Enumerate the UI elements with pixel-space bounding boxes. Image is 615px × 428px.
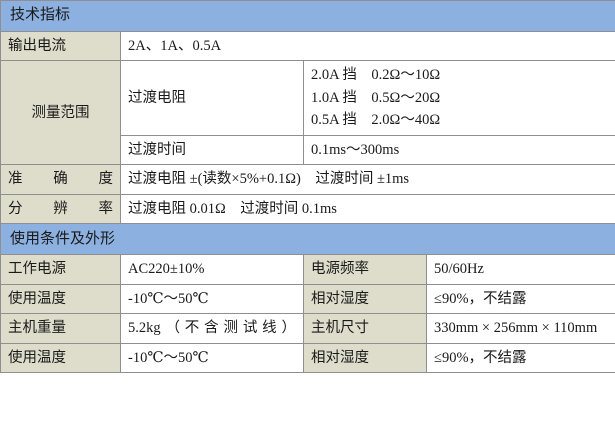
row-value-operating-temperature-2: -10℃～50℃ [120, 342, 304, 374]
row-label-relative-humidity-1: 相对湿度 [303, 283, 427, 315]
row-label-working-power: 工作电源 [0, 254, 121, 285]
table-row-output-current: 输出电流 2A、1A、0.5A [0, 30, 615, 62]
table-row-measure-range-time: 过渡时间 0.1ms～300ms [1, 134, 615, 166]
table-row-section-conditions-header: 使用条件及外形 [0, 223, 615, 256]
row-label-operating-temperature-1: 使用温度 [0, 283, 121, 315]
range-line-05a: 0.5A 挡 2.0Ω～40Ω [311, 112, 441, 129]
row-value-relative-humidity-2: ≤90%，不结露 [425, 342, 615, 374]
table-row-weight-size: 主机重量 5.2kg（不含测试线） 主机尺寸 330mm × 256mm × 1… [0, 313, 615, 344]
row-value-operating-temperature-1: -10℃～50℃ [120, 283, 304, 315]
row-value-accuracy: 过渡电阻 ±(读数×5%+0.1Ω) 过渡时间 ±1ms [119, 164, 615, 195]
table-row-temperature-humidity-1: 使用温度 -10℃～50℃ 相对湿度 ≤90%，不结露 [0, 283, 615, 315]
row-value-relative-humidity-1: ≤90%，不结露 [425, 283, 615, 315]
subrow-label-transition-resistance: 过渡电阻 [120, 60, 304, 136]
row-value-weight: 5.2kg（不含测试线） [120, 313, 304, 344]
table-row-measure-range-resistance: 测量范围 过渡电阻 2.0A 挡 0.2Ω～10Ω 1.0A 挡 0.5Ω～20… [0, 60, 615, 166]
section-header-conditions: 使用条件及外形 [0, 223, 615, 256]
row-label-relative-humidity-2: 相对湿度 [303, 342, 427, 374]
subrow-value-transition-time: 0.1ms～300ms [302, 134, 615, 166]
section-header-tech: 技术指标 [0, 0, 615, 32]
row-label-measure-range: 测量范围 [0, 60, 121, 166]
range-line-1a: 1.0A 挡 0.5Ω～20Ω [311, 89, 441, 106]
row-value-resolution: 过渡电阻 0.01Ω 过渡时间 0.1ms [119, 193, 615, 225]
row-label-accuracy: 准 确 度 [0, 164, 121, 195]
table-row-power: 工作电源 AC220±10% 电源频率 50/60Hz [0, 254, 615, 285]
row-label-weight: 主机重量 [0, 313, 121, 344]
row-label-operating-temperature-2: 使用温度 [0, 342, 121, 374]
row-value-working-power: AC220±10% [120, 254, 304, 285]
table-row-temperature-humidity-2: 使用温度 -10℃～50℃ 相对湿度 ≤90%，不结露 [0, 342, 615, 374]
row-label-resolution: 分 辨 率 [0, 193, 121, 225]
row-label-output-current: 输出电流 [0, 30, 121, 62]
table-row-section-tech-header: 技术指标 [0, 0, 615, 32]
specification-table: 技术指标 输出电流 2A、1A、0.5A 测量范围 过渡电阻 2.0A 挡 0.… [0, 0, 615, 374]
row-value-power-frequency: 50/60Hz [425, 254, 615, 285]
subrow-label-transition-time: 过渡时间 [120, 134, 304, 166]
subrow-value-transition-resistance: 2.0A 挡 0.2Ω～10Ω 1.0A 挡 0.5Ω～20Ω 0.5A 挡 2… [302, 60, 615, 136]
row-label-power-frequency: 电源频率 [303, 254, 427, 285]
row-label-dimensions: 主机尺寸 [303, 313, 427, 344]
row-value-output-current: 2A、1A、0.5A [119, 30, 615, 62]
range-line-2a: 2.0A 挡 0.2Ω～10Ω [311, 67, 441, 84]
table-row-accuracy: 准 确 度 过渡电阻 ±(读数×5%+0.1Ω) 过渡时间 ±1ms [0, 164, 615, 195]
table-row-resolution: 分 辨 率 过渡电阻 0.01Ω 过渡时间 0.1ms [0, 193, 615, 225]
row-value-dimensions: 330mm × 256mm × 110mm [425, 313, 615, 344]
